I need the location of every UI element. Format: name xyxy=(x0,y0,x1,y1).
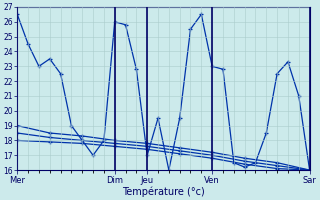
X-axis label: Température (°c): Température (°c) xyxy=(122,186,205,197)
